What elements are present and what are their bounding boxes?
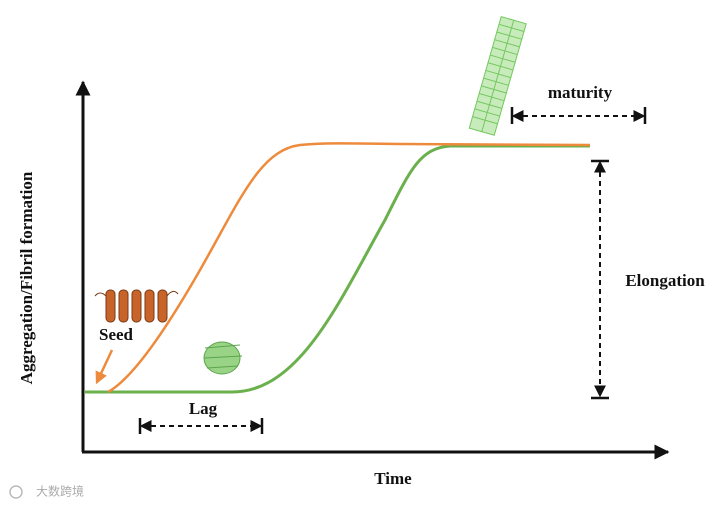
elongation-label: Elongation bbox=[625, 271, 705, 290]
seed-label: Seed bbox=[99, 325, 134, 344]
maturity-label: maturity bbox=[548, 83, 613, 102]
aggregate-icon bbox=[203, 341, 243, 375]
lag-label: Lag bbox=[189, 399, 218, 418]
seed-icon bbox=[94, 289, 179, 323]
x-axis-label: Time bbox=[374, 469, 412, 488]
green-curve bbox=[85, 144, 590, 394]
orange-curve bbox=[107, 142, 591, 394]
watermark: 大数跨境 bbox=[36, 484, 84, 499]
y-axis-label: Aggregation/Fibril formation bbox=[17, 171, 36, 384]
fibril-icon bbox=[468, 16, 527, 136]
watermark-icon bbox=[9, 485, 23, 499]
seed-arrow bbox=[95, 349, 114, 385]
